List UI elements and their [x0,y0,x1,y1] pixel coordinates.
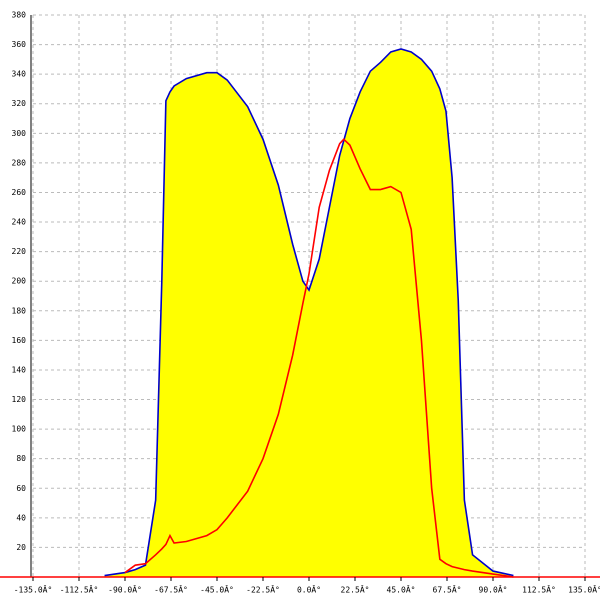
y-tick-label: 220 [12,247,27,256]
x-tick-label: -135.0Â° [14,584,53,595]
y-tick-label: 240 [12,218,27,227]
y-tick-label: 320 [12,99,27,108]
x-tick-label: -90.0Â° [108,584,142,595]
x-tick-label: -67.5Â° [154,584,188,595]
y-tick-label: 40 [16,513,26,522]
y-tick-label: 260 [12,188,27,197]
x-tick-label: -22.5Â° [246,584,280,595]
labels: 20 40 60 80 100 120 140 160 180 200 220 240 260 280 30… [12,11,600,595]
x-tick-label: -45.0Â° [200,584,234,595]
area-fill [104,49,514,577]
x-tick-label: 67.5Â° [433,584,462,595]
y-tick-label: 120 [12,395,27,404]
y-tick-label: 300 [12,129,27,138]
y-tick-label: 100 [12,425,27,434]
plot [104,48,514,578]
x-tick-label: 22.5Â° [341,584,370,595]
y-tick-label: 200 [12,277,27,286]
y-tick-label: 180 [12,306,27,315]
x-tick-label: 112.5Â° [522,584,556,595]
y-tick-label: 20 [16,543,26,552]
x-tick-label: 0.0Â° [297,584,321,595]
y-tick-label: 160 [12,336,27,345]
x-tick-label: 90.0Â° [479,584,508,595]
series-line [124,138,514,578]
x-tick-label: -112.5Â° [60,584,99,595]
y-tick-label: 80 [16,454,26,463]
x-tick-label: 135.0Â° [568,584,600,595]
series-line [104,48,514,577]
x-tick-label: 45.0Â° [387,584,416,595]
y-tick-label: 60 [16,484,26,493]
y-tick-label: 340 [12,70,27,79]
y-tick-label: 360 [12,40,27,49]
y-tick-label: 280 [12,158,27,167]
y-tick-label: 140 [12,365,27,374]
y-tick-label: 380 [12,11,27,20]
